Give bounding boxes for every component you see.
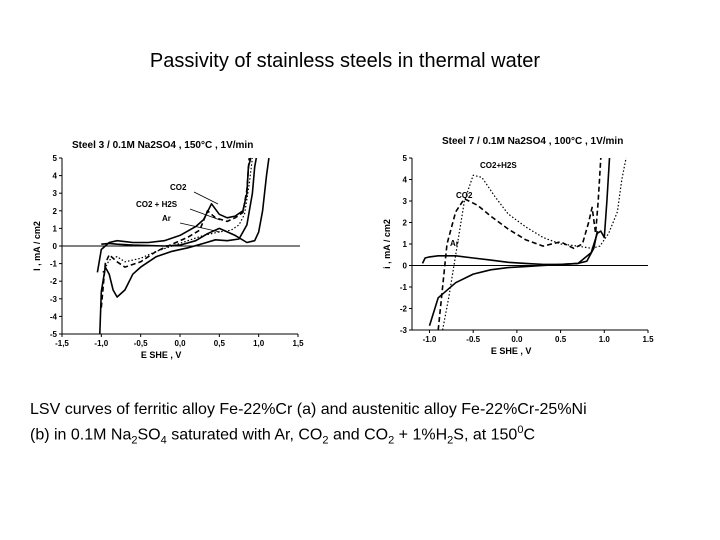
y-tick-label: 1: [403, 240, 408, 249]
y-tick-label: 0: [53, 242, 58, 251]
y-tick-label: -3: [50, 295, 58, 304]
x-tick-label: 0.0: [511, 335, 523, 344]
figure-caption: LSV curves of ferritic alloy Fe-22%Cr (a…: [30, 400, 710, 451]
chart-panel-b: Steel 7 / 0.1M Na2SO4 , 100°C , 1V/min 5 4…: [372, 126, 662, 371]
caption-part: C: [523, 426, 535, 444]
caption-line-1: LSV curves of ferritic alloy Fe-22%Cr (a…: [30, 401, 587, 418]
x-axis-label: E SHE , V: [491, 346, 532, 356]
x-axis-label: E SHE , V: [141, 350, 182, 360]
series-line: [421, 157, 611, 266]
y-tick-label: 3: [53, 189, 58, 198]
x-tick-label: -1,0: [94, 339, 108, 348]
x-tick-label: 0,5: [214, 339, 226, 348]
caption-part: saturated with Ar, CO: [166, 426, 323, 444]
annotation-leader: [189, 208, 221, 221]
series-line: [102, 157, 253, 273]
x-tick-label: -1.0: [423, 335, 437, 344]
caption-part: S, at 150: [453, 426, 518, 444]
series-line: [442, 157, 627, 331]
caption-sub: 4: [160, 434, 167, 447]
chart-title: Steel 7 / 0.1M Na2SO4 , 100°C , 1V/min: [442, 136, 623, 147]
x-tick-label: 1.0: [599, 335, 611, 344]
caption-sup: 0: [517, 424, 524, 436]
y-tick-label: 2: [53, 207, 58, 216]
caption-part: (b) in 0.1M Na: [30, 426, 132, 444]
annotation-label: CO2: [170, 183, 187, 192]
annotation-label: Ar: [450, 239, 459, 248]
y-tick-label: -5: [50, 330, 58, 339]
y-tick-label: -1: [400, 283, 408, 292]
annotation-label: CO2 + H2S: [136, 200, 178, 209]
x-tick-label: -0.5: [466, 335, 480, 344]
caption-sub: 2: [131, 434, 138, 447]
x-tick-label: -0,5: [134, 339, 148, 348]
x-tick-label: 0.5: [555, 335, 567, 344]
y-axis-label: I , mA / cm2: [32, 221, 42, 271]
y-tick-label: -2: [400, 305, 408, 314]
annotation-label: CO2+H2S: [480, 161, 517, 170]
caption-line-2: (b) in 0.1M Na2SO4 saturated with Ar, CO…: [30, 420, 710, 451]
series-line: [99, 157, 258, 335]
slide-title: Passivity of stainless steels in thermal…: [149, 50, 541, 72]
y-tick-label: 0: [403, 262, 408, 271]
chart-title: Steel 3 / 0.1M Na2SO4 , 150°C , 1V/min: [72, 140, 253, 151]
series-line: [428, 230, 599, 326]
y-tick-label: 5: [53, 154, 58, 163]
annotation-label: CO2: [456, 191, 473, 200]
caption-part: SO: [137, 426, 161, 444]
y-tick-label: 3: [403, 197, 408, 206]
caption-sub: 2: [388, 434, 395, 447]
x-tick-label: 1,5: [292, 339, 304, 348]
y-tick-label: -1: [50, 260, 58, 269]
x-tick-label: 1,0: [253, 339, 265, 348]
annotation-leader: [193, 191, 219, 205]
y-tick-label: -2: [50, 277, 58, 286]
y-axis-label: i , mA / cm2: [382, 219, 392, 269]
x-tick-label: -1,5: [55, 339, 69, 348]
series-line: [101, 157, 270, 247]
x-tick-label: 1.5: [642, 335, 654, 344]
series-line: [96, 157, 252, 273]
y-tick-label: 4: [403, 176, 408, 185]
caption-part: and CO: [328, 426, 389, 444]
annotation-leader: [179, 222, 221, 233]
series-line: [437, 157, 602, 331]
chart-panel-a: Steel 3 / 0.1M Na2SO4 , 150°C , 1V/min 5 4…: [20, 128, 320, 373]
annotation-label: Ar: [162, 214, 171, 223]
y-tick-label: 2: [403, 219, 408, 228]
caption-sub: 2: [322, 434, 329, 447]
y-tick-label: 5: [403, 154, 408, 163]
chart-a-svg: Steel 3 / 0.1M Na2SO4 , 150°C , 1V/min 5 4…: [32, 140, 304, 360]
x-tick-label: 0,0: [174, 339, 186, 348]
y-tick-label: 4: [53, 172, 58, 181]
caption-part: + 1%H: [394, 426, 448, 444]
y-tick-label: 1: [53, 224, 58, 233]
y-tick-label: -3: [400, 326, 408, 335]
chart-b-svg: Steel 7 / 0.1M Na2SO4 , 100°C , 1V/min 5 4…: [382, 136, 654, 356]
caption-sub: 2: [447, 434, 454, 447]
series-line: [100, 157, 250, 308]
y-tick-label: -4: [50, 312, 58, 321]
